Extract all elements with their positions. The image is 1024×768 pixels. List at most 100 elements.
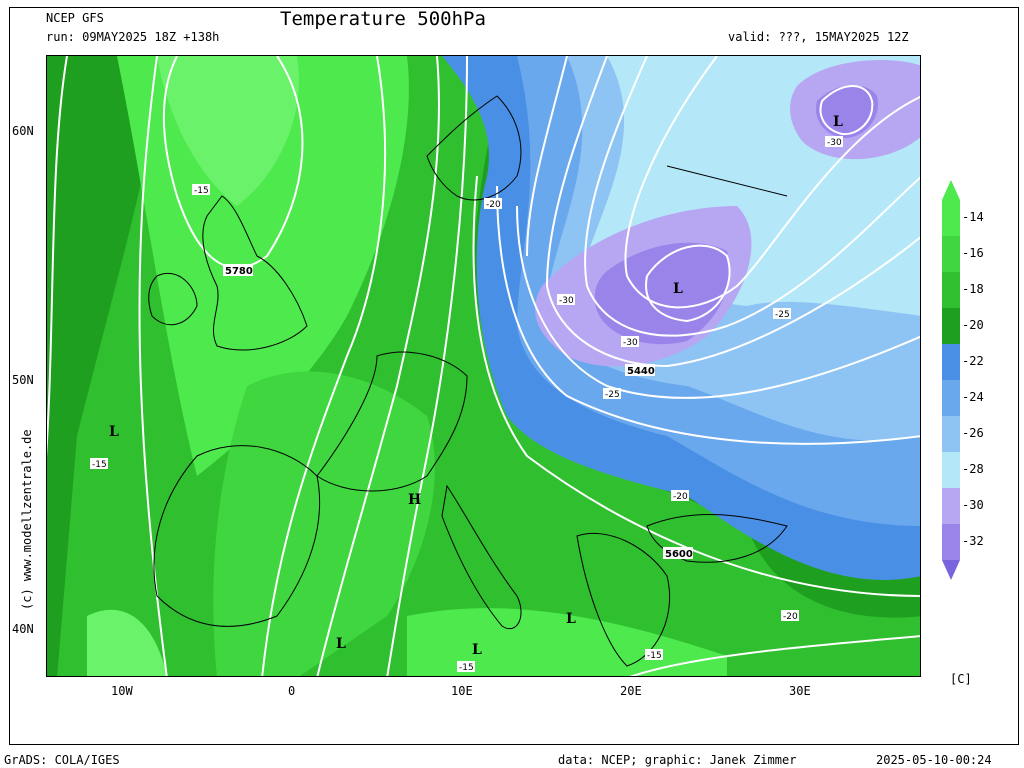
colorbar-bin-8 bbox=[942, 452, 960, 488]
scandinavia-south bbox=[426, 95, 522, 201]
low-poland-marker: L bbox=[673, 281, 683, 297]
isotherm-box-minus25-east bbox=[773, 308, 791, 319]
isotherm-box-minus15-atlantic bbox=[90, 458, 108, 469]
lon-label-10e: 10E bbox=[451, 684, 473, 698]
contour-east-3 bbox=[584, 56, 920, 337]
contour-france bbox=[316, 56, 440, 676]
colorbar-unit: [C] bbox=[950, 672, 972, 686]
colorbar-bin-5 bbox=[942, 344, 960, 380]
low-italy-marker: L bbox=[472, 642, 482, 658]
isotherm-box-minus30-south bbox=[621, 336, 639, 347]
isotherm-minus30-south: -30 bbox=[623, 338, 638, 348]
low-balkans-marker: L bbox=[566, 611, 576, 627]
isotherm-box-minus20-mid bbox=[671, 490, 689, 501]
side-credit: (c) www.modellzentrale.de bbox=[20, 429, 34, 610]
colorbar-bin-10 bbox=[942, 524, 960, 560]
model-label: NCEP GFS bbox=[46, 11, 104, 25]
balkans bbox=[576, 532, 671, 667]
isotherm-minus15-south: -15 bbox=[459, 663, 474, 673]
italy bbox=[441, 484, 522, 629]
isotherm-box-minus20-north bbox=[484, 198, 502, 209]
valid-label: valid: ???, 15MAY2025 12Z bbox=[728, 30, 909, 44]
contour-south-east bbox=[629, 635, 920, 676]
high-central-marker: H bbox=[408, 492, 421, 508]
isotherm-box-minus20-south bbox=[781, 610, 799, 621]
field-west-dark bbox=[47, 56, 167, 676]
isotherm-box-minus15-east bbox=[645, 649, 663, 660]
run-label: run: 09MAY2025 18Z +138h bbox=[46, 30, 220, 44]
great-britain bbox=[202, 195, 308, 351]
isotherm-minus20-mid: -20 bbox=[673, 492, 688, 502]
height-box-5780 bbox=[223, 264, 253, 276]
lat-label-50n: 50N bbox=[12, 373, 34, 387]
lon-label-20e: 20E bbox=[620, 684, 642, 698]
map-svg: -15 -15 -15 -15 -20 -20 -20 -25 -25 -30 … bbox=[47, 56, 920, 676]
low-atlantic-marker: L bbox=[109, 424, 119, 440]
lon-label-30e: 30E bbox=[789, 684, 811, 698]
colorbar-label-minus28: -28 bbox=[962, 462, 984, 476]
isotherm-box-minus30-east bbox=[825, 136, 843, 147]
colorbar-label-minus22: -22 bbox=[962, 354, 984, 368]
height-box-5440 bbox=[625, 364, 655, 376]
footer-grads: GrADS: COLA/IGES bbox=[4, 753, 120, 767]
colorbar-bin-4 bbox=[942, 308, 960, 344]
colorbar-bin-3 bbox=[942, 272, 960, 308]
contour-atlantic-1 bbox=[47, 56, 68, 457]
height-label-5440: 5440 bbox=[627, 366, 655, 377]
ireland bbox=[148, 272, 198, 326]
chart-title: Temperature 500hPa bbox=[280, 8, 486, 30]
lat-label-60n: 60N bbox=[12, 124, 34, 138]
field-north-light bbox=[117, 56, 409, 476]
isotherm-minus25-east: -25 bbox=[775, 310, 790, 320]
height-label-5600: 5600 bbox=[665, 549, 693, 560]
lon-label-10w: 10W bbox=[111, 684, 133, 698]
field-iberia-light bbox=[87, 609, 167, 676]
height-label-5780: 5780 bbox=[225, 266, 253, 277]
isotherm-box-minus25-mid bbox=[603, 388, 621, 399]
contour-west-europe bbox=[261, 56, 387, 676]
colorbar-bin-7 bbox=[942, 416, 960, 452]
field-minus32-east bbox=[816, 85, 878, 138]
colorbar-label-minus16: -16 bbox=[962, 246, 984, 260]
lat-label-40n: 40N bbox=[12, 622, 34, 636]
height-box-5600 bbox=[663, 547, 693, 559]
colorbar bbox=[942, 180, 960, 580]
isotherm-minus15-north: -15 bbox=[194, 186, 209, 196]
colorbar-label-minus24: -24 bbox=[962, 390, 984, 404]
iberia bbox=[153, 445, 321, 627]
contour-5600 bbox=[472, 175, 920, 597]
isotherm-box-minus30-west bbox=[557, 294, 575, 305]
temperature-map: -15 -15 -15 -15 -20 -20 -20 -25 -25 -30 … bbox=[46, 55, 921, 677]
isotherm-minus15-atlantic: -15 bbox=[92, 460, 107, 470]
contour-north-1 bbox=[526, 56, 568, 257]
contour-east-4 bbox=[624, 56, 920, 309]
colorbar-label-minus18: -18 bbox=[962, 282, 984, 296]
contour-central bbox=[386, 56, 468, 676]
colorbar-label-minus30: -30 bbox=[962, 498, 984, 512]
field-scotland-light bbox=[157, 56, 299, 206]
isotherm-labels: -15 -15 -15 -15 -20 -20 -20 -25 -25 -30 … bbox=[90, 136, 843, 673]
colorbar-label-minus26: -26 bbox=[962, 426, 984, 440]
isotherm-minus30-west: -30 bbox=[559, 296, 574, 306]
colorbar-bin-9 bbox=[942, 488, 960, 524]
colorbar-bottom-arrow bbox=[942, 560, 960, 580]
isotherm-minus25-mid: -25 bbox=[605, 390, 620, 400]
colorbar-bin-2 bbox=[942, 236, 960, 272]
colorbar-label-minus14: -14 bbox=[962, 210, 984, 224]
isotherm-minus20-north: -20 bbox=[486, 200, 501, 210]
contour-low-east bbox=[819, 85, 874, 136]
contour-5440 bbox=[516, 205, 920, 399]
plot-frame bbox=[9, 7, 1019, 745]
low-spain-marker: L bbox=[336, 636, 346, 652]
contour-atlantic-2 bbox=[138, 56, 168, 676]
contour-low-poland bbox=[645, 244, 731, 323]
isotherm-box-minus15-south bbox=[457, 661, 475, 672]
pressure-centers: L L L H L L L bbox=[109, 114, 843, 658]
contour-east-2 bbox=[545, 56, 920, 368]
contour-east-1 bbox=[496, 185, 920, 445]
footer-timestamp: 2025-05-10-00:24 bbox=[876, 753, 992, 767]
colorbar-label-minus32: -32 bbox=[962, 534, 984, 548]
colorbar-top-arrow bbox=[942, 180, 960, 200]
colorbar-label-minus20: -20 bbox=[962, 318, 984, 332]
baltic-coast bbox=[666, 165, 788, 197]
